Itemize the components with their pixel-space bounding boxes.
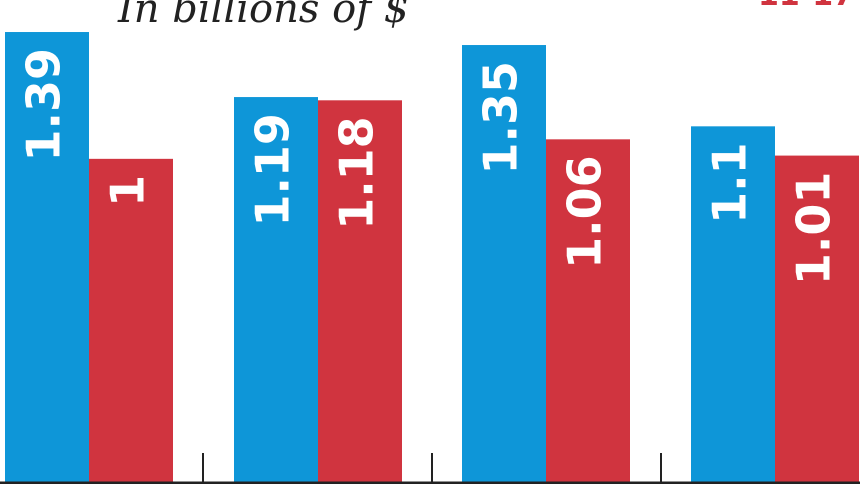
bar-s1-g3 xyxy=(462,45,546,484)
value-labels-layer: 1.39 1.19 1.35 1.1 1 1.18 1.06 1.01 xyxy=(17,48,841,285)
corner-text: 11-17 xyxy=(758,0,854,13)
chart-subtitle: In billions of $ xyxy=(118,0,410,32)
bar-s2-g3 xyxy=(546,139,630,484)
bar-s2-g4 xyxy=(775,155,859,484)
bar-s1-g2 xyxy=(234,97,318,484)
value-label-s1-g4: 1.1 xyxy=(703,142,757,224)
value-label-s1-g3: 1.35 xyxy=(474,61,528,175)
value-label-s2-g3: 1.06 xyxy=(558,155,612,269)
value-label-s2-g1: 1 xyxy=(101,175,155,207)
bar-s2-g1 xyxy=(89,158,173,484)
bars-layer xyxy=(5,32,859,484)
value-label-s1-g1: 1.39 xyxy=(17,48,71,162)
value-label-s1-g2: 1.19 xyxy=(246,113,300,227)
value-label-s2-g2: 1.18 xyxy=(330,116,384,230)
bar-s2-g2 xyxy=(318,100,402,484)
value-label-s2-g4: 1.01 xyxy=(787,172,841,286)
axis-layer xyxy=(0,453,860,484)
bar-s1-g1 xyxy=(5,32,89,484)
bar-s1-g4 xyxy=(691,126,775,484)
